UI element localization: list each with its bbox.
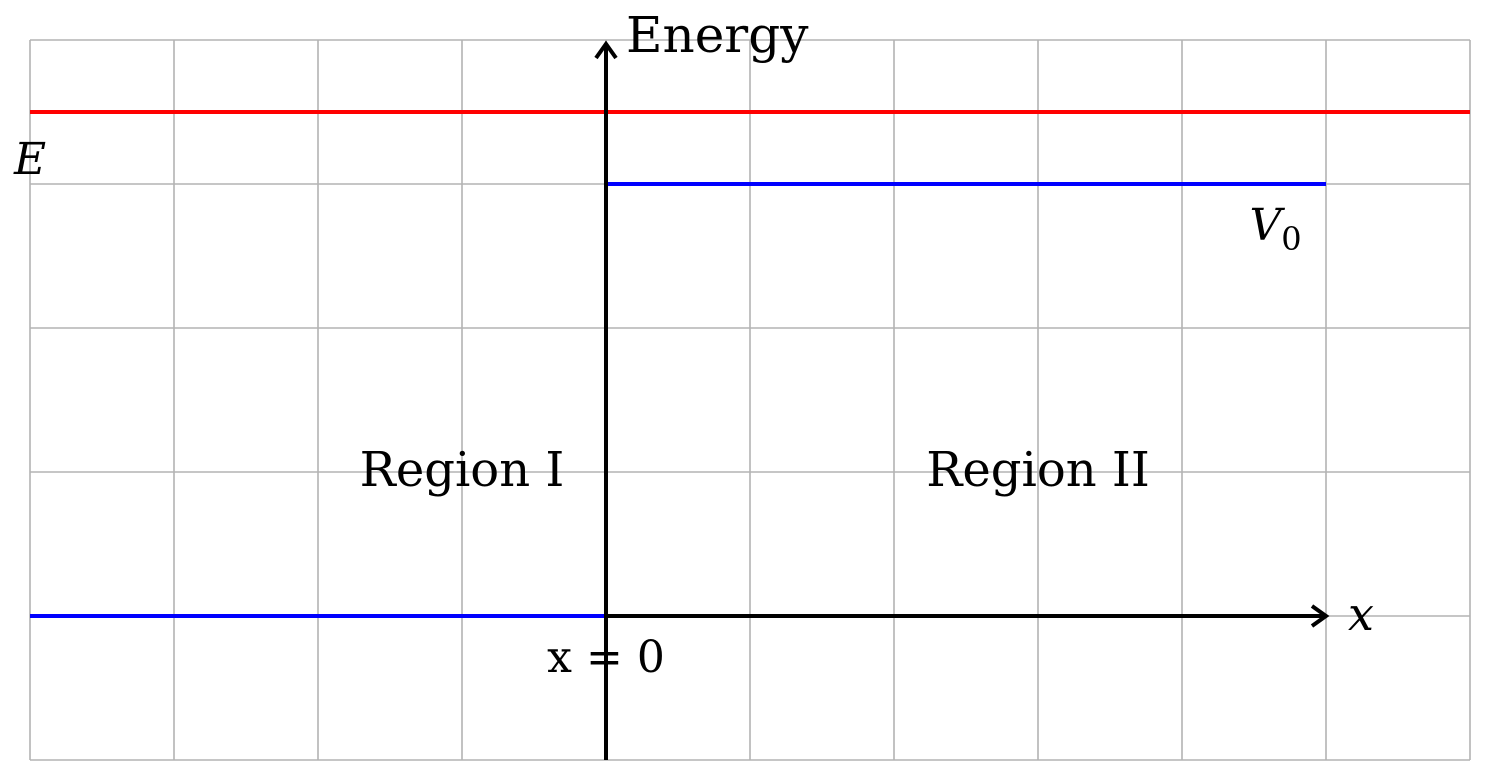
- x-axis-arrowhead: [1310, 604, 1330, 628]
- grid: [29, 39, 1471, 761]
- x-axis-label: x: [1348, 587, 1374, 641]
- y-axis-label: Energy: [626, 6, 809, 64]
- barrier-label: V0: [1250, 200, 1302, 258]
- potential-step-line: [30, 182, 1326, 618]
- region-ii-label: Region II: [926, 442, 1150, 498]
- y-axis-arrowhead: [594, 40, 618, 60]
- barrier-label-main: V: [1250, 200, 1286, 251]
- barrier-label-subscript: 0: [1281, 220, 1301, 258]
- region-i-label: Region I: [360, 442, 565, 498]
- origin-label: x = 0: [547, 632, 665, 683]
- energy-label: E: [13, 134, 46, 185]
